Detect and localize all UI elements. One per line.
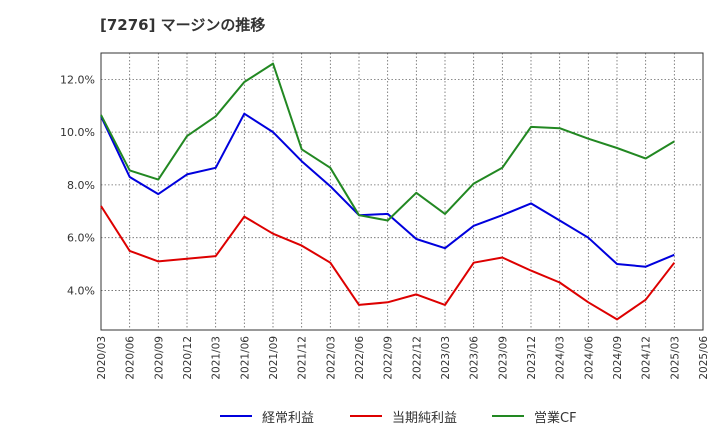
series-line-1	[100, 205, 676, 321]
x-tick-label: 2022/03	[325, 336, 337, 380]
x-tick-label: 2021/03	[211, 336, 223, 380]
legend-swatch-series-2	[492, 415, 524, 417]
legend-item-series-2: 営業CF	[492, 404, 577, 428]
x-tick-label: 2025/06	[698, 336, 710, 380]
x-tick-label: 2023/12	[526, 336, 538, 380]
legend-label-series-0: 経常利益	[262, 410, 315, 426]
x-tick-label: 2021/12	[297, 336, 309, 380]
x-tick-label: 2021/06	[239, 336, 251, 380]
series-lines	[100, 62, 676, 321]
legend-label-series-1: 当期純利益	[392, 410, 458, 426]
x-tick-labels: 2020/03 2020/06 2020/09 2020/12 2021/03 2021/…	[96, 336, 710, 380]
x-tick-label: 2022/09	[383, 336, 395, 380]
y-tick-label: 4.0%	[67, 284, 95, 297]
y-tick-label: 8.0%	[67, 179, 95, 192]
x-tick-label: 2022/12	[411, 336, 423, 380]
x-tick-label: 2020/12	[182, 336, 194, 380]
x-tick-label: 2024/12	[641, 336, 653, 380]
y-tick-label: 10.0%	[60, 126, 95, 139]
x-tick-label: 2020/09	[153, 336, 165, 380]
x-tick-label: 2023/03	[440, 336, 452, 380]
series-line-0	[100, 112, 675, 268]
plot-frame	[100, 52, 704, 331]
x-tick-label: 2023/09	[497, 336, 509, 380]
x-tick-label: 2024/06	[583, 336, 595, 380]
x-tick-label: 2023/06	[469, 336, 481, 380]
axes	[100, 52, 704, 331]
legend-item-series-1: 当期純利益	[350, 404, 457, 428]
series-line-2	[100, 62, 675, 222]
x-tick-label: 2020/06	[125, 336, 137, 380]
chart-title: [7276] マージンの推移	[100, 16, 266, 34]
x-tick-label: 2022/06	[354, 336, 366, 380]
x-tick-label: 2021/09	[268, 336, 280, 380]
legend-swatch-series-0	[220, 415, 252, 417]
y-tick-label: 12.0%	[60, 73, 95, 86]
grid-lines	[100, 53, 704, 330]
y-tick-label: 6.0%	[67, 232, 95, 245]
legend-item-series-0: 経常利益	[220, 404, 314, 428]
x-tick-label: 2024/03	[555, 336, 567, 380]
x-tick-label: 2025/03	[669, 336, 681, 380]
y-tick-labels: 4.0% 6.0% 8.0% 10.0% 12.0%	[60, 73, 95, 297]
x-tick-label: 2024/09	[612, 336, 624, 380]
legend-label-series-2: 営業CF	[534, 410, 577, 426]
x-tick-label: 2020/03	[96, 336, 108, 380]
legend-swatch-series-1	[350, 415, 382, 417]
legend: 経常利益 当期純利益 営業CF	[0, 404, 720, 428]
